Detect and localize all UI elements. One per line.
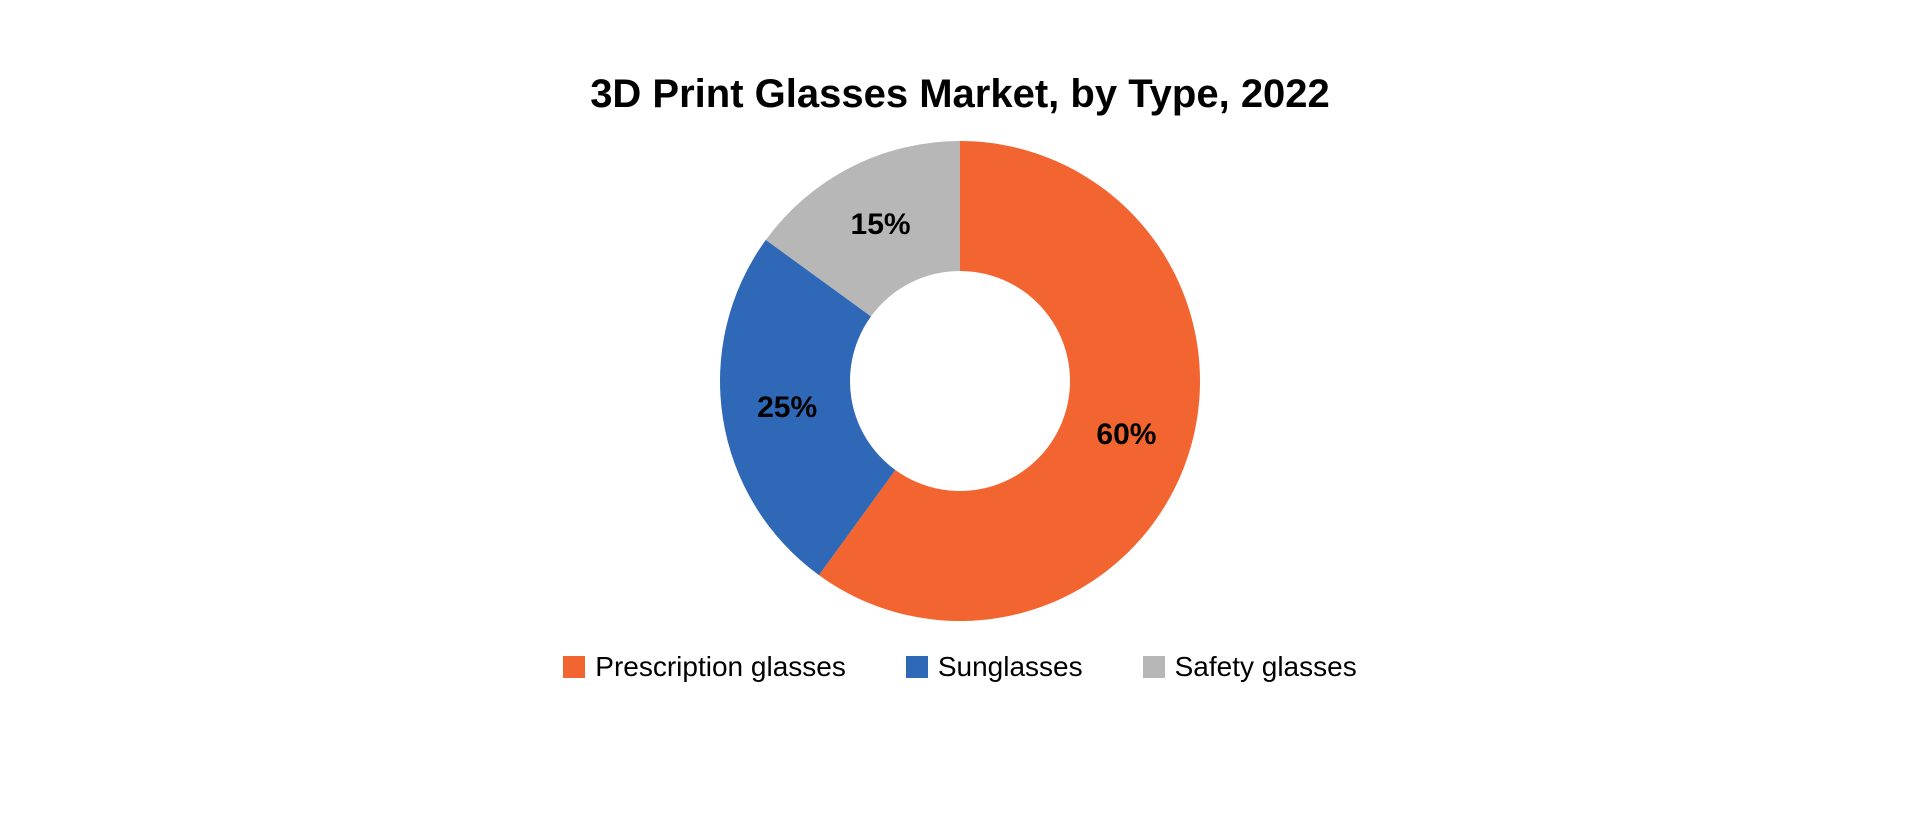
slice-label: 60%: [1096, 418, 1156, 452]
slice-label: 25%: [757, 391, 817, 425]
chart-title: 3D Print Glasses Market, by Type, 2022: [590, 72, 1330, 117]
legend-item: Sunglasses: [906, 651, 1083, 683]
legend-label: Safety glasses: [1175, 651, 1357, 683]
legend-item: Prescription glasses: [563, 651, 846, 683]
legend: Prescription glasses Sunglasses Safety gla…: [563, 651, 1356, 683]
legend-item: Safety glasses: [1143, 651, 1357, 683]
donut-chart: 60% 25% 15%: [720, 141, 1200, 621]
legend-swatch: [1143, 656, 1165, 678]
legend-swatch: [906, 656, 928, 678]
legend-label: Prescription glasses: [595, 651, 846, 683]
chart-container: 3D Print Glasses Market, by Type, 2022 6…: [0, 0, 1920, 818]
donut-svg: [720, 141, 1200, 621]
legend-label: Sunglasses: [938, 651, 1083, 683]
legend-swatch: [563, 656, 585, 678]
slice-label: 15%: [851, 208, 911, 242]
